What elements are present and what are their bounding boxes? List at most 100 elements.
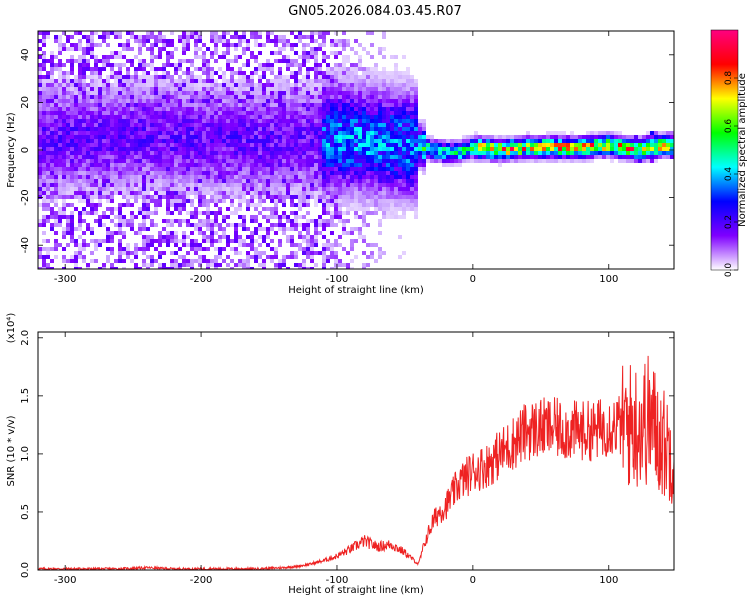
heat-cell bbox=[162, 159, 166, 163]
heat-cell bbox=[326, 151, 330, 155]
heat-cell bbox=[530, 143, 534, 147]
heat-cell bbox=[342, 75, 346, 79]
heat-cell bbox=[274, 223, 278, 227]
heat-cell bbox=[342, 131, 346, 135]
heat-cell bbox=[78, 71, 82, 75]
heat-cell bbox=[126, 187, 130, 191]
heat-cell bbox=[218, 67, 222, 71]
heat-cell bbox=[62, 119, 66, 123]
heat-cell bbox=[566, 151, 570, 155]
heat-cell bbox=[122, 167, 126, 171]
heat-cell bbox=[318, 175, 322, 179]
heat-cell bbox=[54, 83, 58, 87]
heat-cell bbox=[578, 147, 582, 151]
heat-cell bbox=[122, 87, 126, 91]
heat-cell bbox=[230, 107, 234, 111]
heat-cell bbox=[210, 51, 214, 55]
heat-cell bbox=[338, 167, 342, 171]
heat-cell bbox=[462, 143, 466, 147]
heat-cell bbox=[38, 127, 42, 131]
heat-cell bbox=[206, 263, 210, 267]
heat-cell bbox=[202, 155, 206, 159]
heat-cell bbox=[238, 111, 242, 115]
heat-cell bbox=[558, 131, 562, 135]
heat-cell bbox=[326, 203, 330, 207]
heat-cell bbox=[82, 191, 86, 195]
heat-cell bbox=[294, 87, 298, 91]
heat-cell bbox=[218, 107, 222, 111]
heat-cell bbox=[74, 95, 78, 99]
heat-cell bbox=[254, 115, 258, 119]
heat-cell bbox=[158, 131, 162, 135]
heat-cell bbox=[186, 147, 190, 151]
heat-cell bbox=[322, 175, 326, 179]
heat-cell bbox=[170, 95, 174, 99]
heat-cell bbox=[118, 203, 122, 207]
heat-cell bbox=[282, 151, 286, 155]
heat-cell bbox=[254, 175, 258, 179]
heat-cell bbox=[262, 135, 266, 139]
heat-cell bbox=[134, 75, 138, 79]
heat-cell bbox=[186, 47, 190, 51]
heat-cell bbox=[98, 127, 102, 131]
heat-cell bbox=[390, 75, 394, 79]
heat-cell bbox=[78, 131, 82, 135]
heat-cell bbox=[250, 31, 254, 35]
heat-cell bbox=[206, 83, 210, 87]
heat-cell bbox=[382, 35, 386, 39]
heat-cell bbox=[238, 131, 242, 135]
heat-cell bbox=[86, 203, 90, 207]
heat-cell bbox=[322, 195, 326, 199]
heat-cell bbox=[638, 159, 642, 163]
heat-cell bbox=[414, 83, 418, 87]
heat-cell bbox=[78, 199, 82, 203]
heat-cell bbox=[194, 227, 198, 231]
heat-cell bbox=[126, 143, 130, 147]
heat-cell bbox=[118, 83, 122, 87]
heat-cell bbox=[330, 267, 334, 269]
heat-cell bbox=[510, 151, 514, 155]
heat-cell bbox=[202, 171, 206, 175]
heat-cell bbox=[162, 79, 166, 83]
heat-cell bbox=[258, 139, 262, 143]
heat-cell bbox=[226, 83, 230, 87]
heat-cell bbox=[66, 103, 70, 107]
heat-cell bbox=[398, 191, 402, 195]
heat-cell bbox=[150, 223, 154, 227]
heat-cell bbox=[62, 171, 66, 175]
heat-cell bbox=[266, 95, 270, 99]
heat-cell bbox=[106, 255, 110, 259]
heat-cell bbox=[174, 47, 178, 51]
heat-cell bbox=[154, 223, 158, 227]
heat-cell bbox=[590, 143, 594, 147]
heat-cell bbox=[190, 171, 194, 175]
heat-cell bbox=[226, 131, 230, 135]
heat-cell bbox=[210, 235, 214, 239]
heat-cell bbox=[78, 135, 82, 139]
heat-cell bbox=[250, 71, 254, 75]
heat-cell bbox=[206, 99, 210, 103]
heat-cell bbox=[638, 143, 642, 147]
heat-cell bbox=[246, 183, 250, 187]
heat-cell bbox=[114, 207, 118, 211]
heat-cell bbox=[302, 191, 306, 195]
heat-cell bbox=[306, 195, 310, 199]
heat-cell bbox=[590, 147, 594, 151]
heat-cell bbox=[286, 75, 290, 79]
heat-cell bbox=[90, 107, 94, 111]
heat-cell bbox=[390, 95, 394, 99]
heat-cell bbox=[78, 267, 82, 269]
heat-cell bbox=[262, 263, 266, 267]
heat-cell bbox=[294, 183, 298, 187]
heat-cell bbox=[402, 163, 406, 167]
heat-cell bbox=[142, 259, 146, 263]
heat-cell bbox=[126, 111, 130, 115]
heat-cell bbox=[126, 107, 130, 111]
heat-cell bbox=[170, 223, 174, 227]
heat-cell bbox=[154, 247, 158, 251]
heat-cell bbox=[118, 43, 122, 47]
heat-cell bbox=[366, 139, 370, 143]
heat-cell bbox=[378, 119, 382, 123]
heat-cell bbox=[270, 147, 274, 151]
heat-cell bbox=[342, 87, 346, 91]
